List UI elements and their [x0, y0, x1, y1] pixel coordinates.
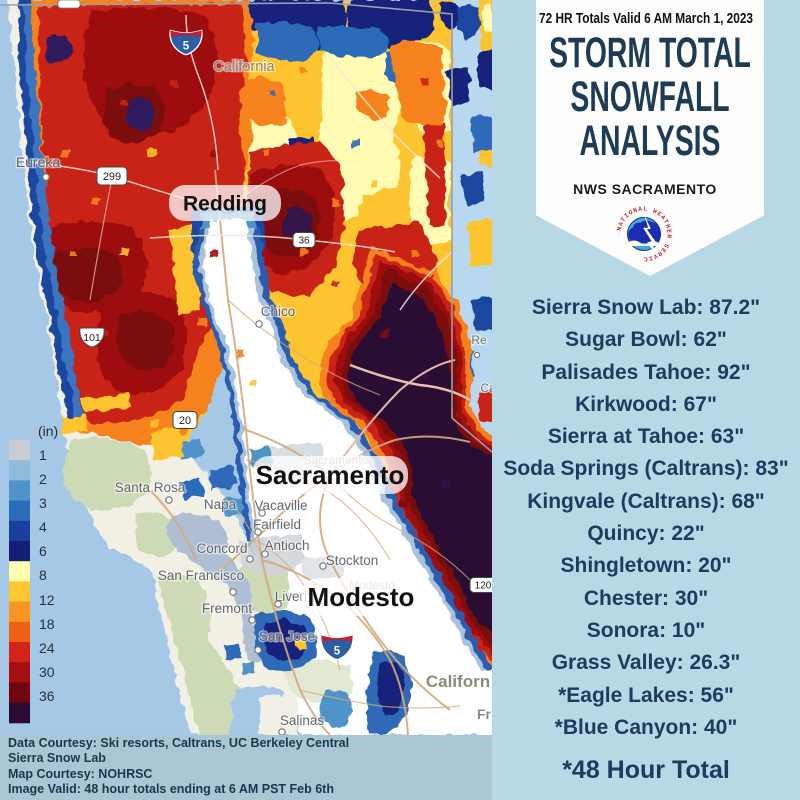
svg-text:3: 3 [39, 495, 47, 511]
svg-text:Sacramento: Sacramento [256, 460, 405, 490]
svg-text:2: 2 [39, 471, 47, 487]
svg-text:Fairfield: Fairfield [253, 517, 301, 532]
svg-text:Antioch: Antioch [264, 538, 309, 553]
svg-text:Re: Re [471, 333, 487, 347]
svg-text:101: 101 [83, 332, 101, 344]
svg-text:8: 8 [39, 567, 47, 583]
svg-text:5: 5 [334, 645, 341, 657]
svg-text:120: 120 [475, 581, 492, 592]
svg-text:Santa Rosa: Santa Rosa [115, 480, 186, 495]
svg-text:12: 12 [39, 592, 55, 608]
svg-text:18: 18 [39, 616, 55, 632]
svg-text:Salinas: Salinas [280, 713, 325, 728]
svg-text:Concord: Concord [196, 541, 247, 556]
svg-text:24: 24 [39, 640, 55, 656]
svg-text:36: 36 [39, 688, 55, 704]
svg-text:30: 30 [39, 664, 55, 680]
svg-text:Eureka: Eureka [16, 154, 61, 170]
svg-text:Fr: Fr [477, 706, 492, 722]
svg-text:1: 1 [39, 447, 47, 463]
svg-text:36: 36 [298, 236, 310, 247]
svg-text:5: 5 [183, 40, 190, 52]
svg-text:299: 299 [103, 171, 121, 183]
svg-text:San Jose: San Jose [259, 629, 315, 644]
svg-text:Modesto: Modesto [308, 582, 415, 612]
svg-text:20: 20 [179, 415, 191, 427]
svg-text:Data Courtesy: Ski resorts, Ca: Data Courtesy: Ski resorts, Caltrans, UC… [8, 736, 349, 750]
svg-text:Sierra Snow Lab: Sierra Snow Lab [8, 751, 106, 765]
svg-text:Napa: Napa [204, 497, 237, 512]
svg-text:Vacaville: Vacaville [254, 498, 307, 513]
svg-text:Fremont: Fremont [202, 601, 253, 616]
svg-text:4: 4 [39, 519, 47, 535]
svg-text:California: California [213, 59, 275, 75]
svg-text:Map Courtesy: NOHRSC: Map Courtesy: NOHRSC [8, 767, 152, 781]
svg-text:San Francisco: San Francisco [158, 568, 244, 583]
svg-text:Stockton: Stockton [326, 553, 379, 568]
svg-text:(in): (in) [38, 423, 58, 439]
svg-text:Redding: Redding [183, 192, 267, 215]
svg-text:Image Valid: 48 hour totals en: Image Valid: 48 hour totals ending at 6 … [8, 782, 334, 796]
svg-text:6: 6 [39, 543, 47, 559]
svg-text:Ca: Ca [480, 381, 492, 395]
svg-text:Californ: Californ [426, 672, 490, 691]
svg-text:Chico: Chico [261, 304, 296, 319]
